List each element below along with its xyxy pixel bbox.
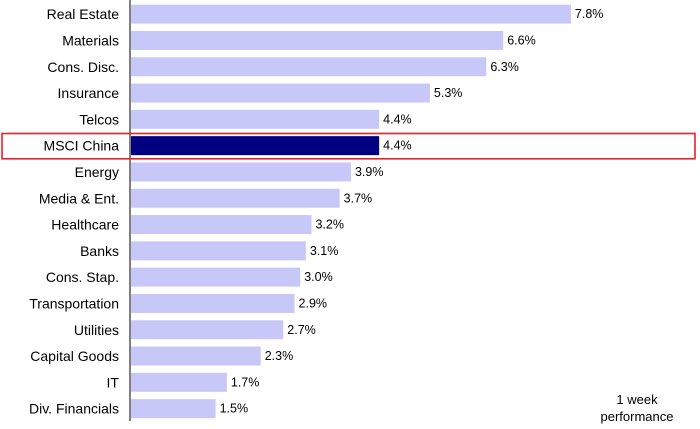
category-label: Cons. Stap. [46, 269, 119, 285]
bar [131, 241, 306, 261]
category-label: Media & Ent. [39, 190, 119, 206]
value-label: 3.1% [310, 244, 339, 258]
category-label: Banks [80, 243, 119, 259]
value-label: 4.4% [383, 112, 412, 126]
value-label: 6.6% [507, 33, 536, 47]
value-label: 5.3% [434, 86, 463, 100]
bar [131, 162, 351, 182]
annotation-line-2: performance [601, 409, 674, 424]
bar [131, 372, 227, 392]
value-label: 4.4% [383, 139, 412, 153]
highlight-box [1, 132, 696, 160]
category-label: Transportation [29, 295, 119, 311]
category-label: Utilities [74, 322, 119, 338]
value-label: 3.9% [355, 165, 384, 179]
highlight-bar [131, 136, 380, 156]
bar [131, 346, 261, 366]
category-label: Telcos [79, 111, 119, 127]
value-label: 7.8% [575, 7, 604, 21]
category-label: Healthcare [51, 217, 119, 233]
category-label: Cons. Disc. [47, 59, 119, 75]
category-label: Capital Goods [30, 348, 119, 364]
bar [131, 215, 312, 235]
value-label: 2.7% [287, 323, 316, 337]
value-label: 6.3% [490, 60, 519, 74]
category-label: IT [107, 374, 120, 390]
category-label: Div. Financials [29, 401, 119, 417]
bar [131, 293, 295, 313]
bar [131, 188, 340, 208]
value-label: 2.3% [265, 349, 294, 363]
bar [131, 30, 504, 50]
value-label: 3.7% [344, 191, 373, 205]
value-label: 3.2% [315, 218, 344, 232]
bar [131, 399, 216, 419]
value-label: 2.9% [299, 296, 328, 310]
annotation-line-1: 1 week [616, 392, 658, 407]
bar [131, 320, 284, 340]
category-label: Insurance [58, 85, 120, 101]
value-label: 1.7% [231, 375, 260, 389]
category-label: Energy [75, 164, 119, 180]
bar [131, 57, 487, 77]
bar [131, 83, 430, 103]
bar [131, 267, 301, 287]
bar [131, 109, 380, 129]
category-label: MSCI China [44, 138, 120, 154]
bars-group: Real Estate 7.8% Materials 6.6% Cons. Disc. 6… [29, 4, 604, 419]
bar [131, 4, 571, 24]
category-label: Real Estate [47, 6, 120, 22]
value-label: 3.0% [304, 270, 333, 284]
category-label: Materials [62, 32, 119, 48]
value-label: 1.5% [220, 402, 249, 416]
